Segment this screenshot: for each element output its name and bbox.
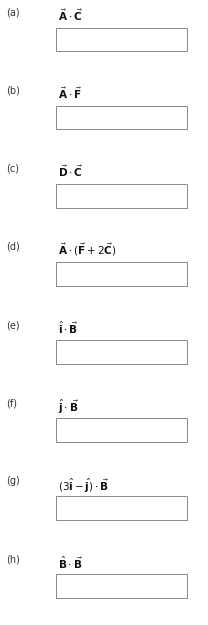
Text: $(3\hat{\mathbf{i}} - \hat{\mathbf{j}}) \cdot \vec{\mathbf{B}}$: $(3\hat{\mathbf{i}} - \hat{\mathbf{j}}) … (58, 476, 110, 494)
Text: (e): (e) (6, 320, 20, 330)
Text: $\vec{\mathbf{A}} \cdot \vec{\mathbf{F}}$: $\vec{\mathbf{A}} \cdot \vec{\mathbf{F}}… (58, 86, 82, 101)
Text: $\hat{\mathbf{B}} \cdot \vec{\mathbf{B}}$: $\hat{\mathbf{B}} \cdot \vec{\mathbf{B}}… (58, 554, 83, 571)
Text: $\hat{\mathbf{j}} \cdot \vec{\mathbf{B}}$: $\hat{\mathbf{j}} \cdot \vec{\mathbf{B}}… (58, 398, 79, 416)
FancyBboxPatch shape (56, 574, 187, 598)
Text: $\vec{\mathbf{D}} \cdot \vec{\mathbf{C}}$: $\vec{\mathbf{D}} \cdot \vec{\mathbf{C}}… (58, 164, 84, 179)
Text: (b): (b) (6, 86, 20, 96)
Text: $\vec{\mathbf{A}} \cdot \vec{\mathbf{C}}$: $\vec{\mathbf{A}} \cdot \vec{\mathbf{C}}… (58, 8, 83, 23)
Text: (h): (h) (6, 554, 20, 564)
Text: (g): (g) (6, 476, 20, 486)
Text: (a): (a) (6, 8, 20, 18)
Text: $\vec{\mathbf{A}} \cdot (\vec{\mathbf{F}} + 2\vec{\mathbf{C}})$: $\vec{\mathbf{A}} \cdot (\vec{\mathbf{F}… (58, 242, 117, 258)
Text: (f): (f) (6, 398, 17, 408)
FancyBboxPatch shape (56, 106, 187, 129)
FancyBboxPatch shape (56, 418, 187, 442)
Text: $\hat{\mathbf{i}} \cdot \vec{\mathbf{B}}$: $\hat{\mathbf{i}} \cdot \vec{\mathbf{B}}… (58, 320, 79, 336)
FancyBboxPatch shape (56, 184, 187, 208)
FancyBboxPatch shape (56, 262, 187, 286)
FancyBboxPatch shape (56, 340, 187, 364)
Text: (d): (d) (6, 242, 20, 252)
Text: (c): (c) (6, 164, 19, 174)
FancyBboxPatch shape (56, 28, 187, 51)
FancyBboxPatch shape (56, 496, 187, 520)
